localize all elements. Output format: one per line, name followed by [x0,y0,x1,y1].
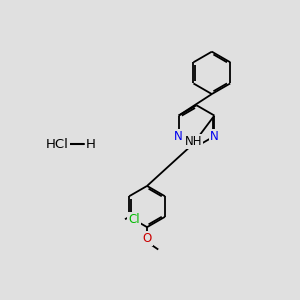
Text: NH: NH [184,135,202,148]
Text: O: O [142,232,152,245]
Text: H: H [85,138,95,151]
Text: Cl: Cl [128,213,140,226]
Text: N: N [174,130,183,143]
Text: N: N [210,130,219,143]
Text: HCl: HCl [46,138,69,151]
